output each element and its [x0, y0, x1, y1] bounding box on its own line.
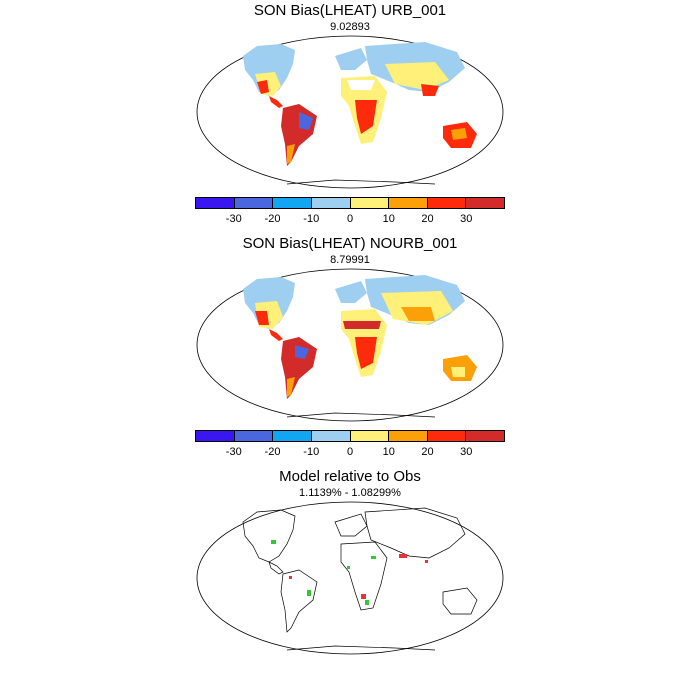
colorbar-swatch [311, 431, 351, 441]
difference-positive-areas [271, 540, 376, 605]
colorbar-swatch [350, 431, 390, 441]
colorbar-tick: 0 [346, 213, 354, 225]
panel1-map [196, 35, 504, 189]
colorbar-swatch [273, 198, 312, 208]
colorbar-swatch [389, 198, 428, 208]
colorbar-swatch [427, 431, 467, 441]
difference-negative-areas [289, 554, 428, 599]
colorbar-tick: 20 [421, 446, 434, 458]
colorbar-tick: 10 [382, 446, 395, 458]
colorbar-tick: 10 [382, 213, 395, 225]
colorbar-tick: -20 [264, 213, 281, 225]
panel3-title: Model relative to Obs [279, 468, 421, 485]
colorbar-tick: -10 [303, 446, 320, 458]
colorbar-tick: 30 [460, 213, 473, 225]
panel2-colorbar [195, 430, 505, 442]
colorbar-swatch [427, 198, 467, 208]
panel2-map [196, 268, 504, 422]
colorbar-tick: -30 [225, 446, 242, 458]
colorbar-swatch [466, 198, 504, 208]
colorbar-swatch [196, 431, 235, 441]
colorbar-tick: 30 [460, 446, 473, 458]
colorbar-tick: -10 [303, 213, 320, 225]
colorbar-swatch [350, 198, 390, 208]
colorbar-tick: 20 [421, 213, 434, 225]
panel1-colorbar [195, 197, 505, 209]
colorbar-tick: -30 [225, 213, 242, 225]
panel1-subtitle: 9.02893 [330, 21, 370, 33]
panel3-map [196, 501, 504, 655]
panel2-colorbar-ticks: -30 -20 -10 0 10 20 30 [195, 446, 505, 460]
colorbar-swatch [196, 198, 235, 208]
colorbar-tick: 0 [346, 446, 354, 458]
panel1-colorbar-ticks: -30 -20 -10 0 10 20 30 [195, 213, 505, 227]
panel1-title: SON Bias(LHEAT) URB_001 [253, 2, 447, 19]
panel3-subtitle: 1.1139% - 1.08299% [299, 487, 401, 499]
colorbar-swatch [234, 431, 274, 441]
colorbar-swatch [389, 431, 428, 441]
colorbar-tick: -20 [264, 446, 281, 458]
panel2-subtitle: 8.79991 [330, 254, 370, 266]
colorbar-swatch [466, 431, 504, 441]
colorbar-swatch [234, 198, 274, 208]
colorbar-swatch [273, 431, 312, 441]
colorbar-swatch [311, 198, 351, 208]
panel2-title: SON Bias(LHEAT) NOURB_001 [242, 235, 458, 252]
